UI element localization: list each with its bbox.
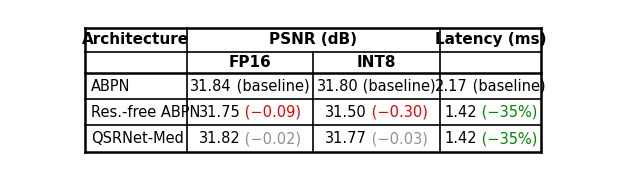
Text: FP16: FP16 [228, 55, 271, 70]
Text: Res.-free ABPN: Res.-free ABPN [91, 105, 200, 120]
Text: 31.82: 31.82 [198, 131, 240, 146]
Text: 31.75: 31.75 [198, 105, 240, 120]
Text: ABPN: ABPN [91, 79, 131, 94]
Text: QSRNet-Med: QSRNet-Med [91, 131, 184, 146]
Text: INT8: INT8 [356, 55, 396, 70]
Text: (−35%): (−35%) [477, 105, 537, 120]
Text: (−0.09): (−0.09) [240, 105, 301, 120]
Text: 31.77: 31.77 [325, 131, 367, 146]
Text: 31.50: 31.50 [325, 105, 367, 120]
Text: Architecture: Architecture [82, 33, 189, 48]
Text: PSNR (dB): PSNR (dB) [269, 33, 357, 48]
Text: (−0.02): (−0.02) [240, 131, 301, 146]
Text: (−35%): (−35%) [477, 131, 537, 146]
Text: 31.84: 31.84 [190, 79, 232, 94]
Text: 1.42: 1.42 [444, 105, 477, 120]
Text: (baseline): (baseline) [232, 79, 310, 94]
Text: 31.80: 31.80 [317, 79, 358, 94]
Text: Latency (ms): Latency (ms) [435, 33, 546, 48]
Text: 2.17: 2.17 [435, 79, 468, 94]
Text: 1.42: 1.42 [444, 131, 477, 146]
Text: (baseline): (baseline) [358, 79, 436, 94]
Text: (baseline): (baseline) [468, 79, 546, 94]
Text: (−0.03): (−0.03) [367, 131, 428, 146]
Text: (−0.30): (−0.30) [367, 105, 428, 120]
